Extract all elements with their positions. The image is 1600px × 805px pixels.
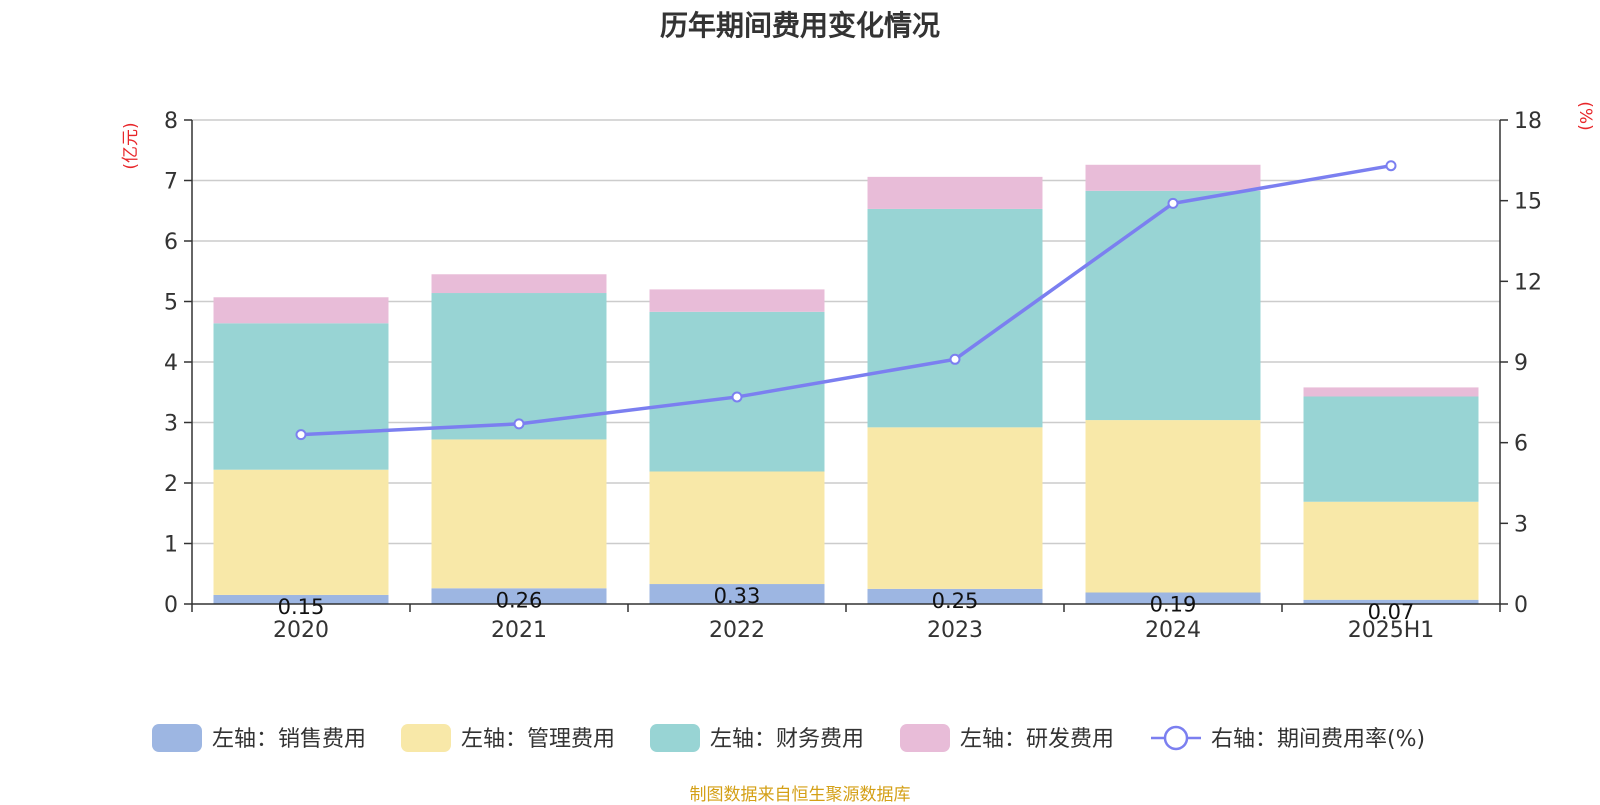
left-axis-tick-label: 6 bbox=[164, 230, 178, 255]
left-axis-tick-label: 2 bbox=[164, 472, 178, 497]
bar-data-label: 0.07 bbox=[1368, 600, 1415, 624]
right-axis-tick-label: 0 bbox=[1514, 593, 1528, 618]
right-axis-unit: (%) bbox=[1575, 101, 1595, 130]
x-axis-tick-label: 2024 bbox=[1145, 618, 1201, 643]
bar-data-label: 0.25 bbox=[932, 589, 979, 613]
bar-segment bbox=[1303, 501, 1479, 600]
bar-segment bbox=[1303, 396, 1479, 502]
bar-segment bbox=[1085, 190, 1261, 421]
legend-swatch bbox=[401, 724, 451, 752]
legend-label: 左轴：销售费用 bbox=[212, 727, 366, 752]
left-axis-tick-label: 4 bbox=[164, 351, 178, 376]
legend-marker bbox=[1163, 725, 1189, 751]
legend-label: 左轴：研发费用 bbox=[960, 727, 1114, 752]
bar-data-label: 0.19 bbox=[1150, 593, 1197, 617]
right-axis-tick-label: 15 bbox=[1514, 190, 1542, 215]
legend: 左轴：销售费用 左轴：管理费用 左轴：财务费用 左轴：研发费用 右轴：期间费用率(%) bbox=[152, 724, 1425, 752]
chart-title: 历年期间费用变化情况 bbox=[659, 9, 940, 42]
bar-segment bbox=[867, 427, 1043, 589]
line-point bbox=[1167, 197, 1179, 209]
bar-segment bbox=[431, 439, 607, 589]
left-axis-tick-label: 8 bbox=[164, 109, 178, 134]
legend-swatch bbox=[152, 724, 202, 752]
bar-segment bbox=[1085, 420, 1261, 593]
x-axis-tick-label: 2022 bbox=[709, 618, 765, 643]
line-point bbox=[513, 418, 525, 430]
bar-segment bbox=[431, 274, 607, 294]
data-labels: 0.15 0.26 0.33 0.25 0.19 0.07 bbox=[278, 584, 1415, 624]
right-axis-tick-label: 6 bbox=[1514, 432, 1528, 457]
legend-label: 右轴：期间费用率(%) bbox=[1211, 727, 1425, 752]
x-axis-tick-label: 2023 bbox=[927, 618, 983, 643]
line-series bbox=[295, 160, 1397, 441]
bar-segment bbox=[213, 469, 389, 595]
bar-data-label: 0.15 bbox=[278, 595, 325, 619]
bar-segment bbox=[649, 584, 825, 604]
x-axis-tick-label: 2025H1 bbox=[1348, 618, 1435, 643]
right-axis-tick-label: 12 bbox=[1514, 270, 1542, 295]
bar-segment bbox=[649, 471, 825, 585]
bar-segment bbox=[431, 588, 607, 604]
legend-swatch bbox=[900, 724, 950, 752]
bar-segment bbox=[213, 323, 389, 470]
bar-segment bbox=[649, 289, 825, 312]
bar-segment bbox=[1085, 592, 1261, 604]
bar-segment bbox=[867, 176, 1043, 209]
line-point bbox=[295, 429, 307, 441]
bar-segment bbox=[867, 208, 1043, 428]
bar-series bbox=[213, 164, 1479, 604]
legend-label: 左轴：管理费用 bbox=[461, 727, 615, 752]
left-axis-unit: (亿元) bbox=[121, 122, 141, 169]
left-axis-tick-label: 1 bbox=[164, 533, 178, 558]
left-axis-tick-label: 5 bbox=[164, 291, 178, 316]
bar-segment bbox=[1085, 164, 1261, 191]
line-point bbox=[1385, 160, 1397, 172]
bar-data-label: 0.33 bbox=[714, 584, 761, 608]
right-axis-tick-label: 3 bbox=[1514, 512, 1528, 537]
x-axis-tick-label: 2021 bbox=[491, 618, 547, 643]
bar-segment bbox=[1303, 387, 1479, 397]
bar-segment bbox=[213, 594, 389, 604]
left-axis-tick-label: 0 bbox=[164, 593, 178, 618]
left-axis-tick-label: 3 bbox=[164, 412, 178, 437]
bar-segment bbox=[1303, 599, 1479, 604]
line-point bbox=[949, 353, 961, 365]
right-axis-tick-label: 18 bbox=[1514, 109, 1542, 134]
bar-data-label: 0.26 bbox=[496, 588, 543, 612]
line-path bbox=[300, 163, 1392, 437]
bar-segment bbox=[867, 588, 1043, 604]
bar-segment bbox=[213, 297, 389, 324]
grid-lines bbox=[192, 119, 1500, 545]
x-axis-tick-label: 2020 bbox=[273, 618, 329, 643]
source-note: 制图数据来自恒生聚源数据库 bbox=[689, 785, 911, 805]
legend-swatch bbox=[650, 724, 700, 752]
line-point bbox=[731, 391, 743, 403]
legend-label: 左轴：财务费用 bbox=[710, 727, 864, 752]
left-axis-tick-label: 7 bbox=[164, 170, 178, 195]
right-axis-tick-label: 9 bbox=[1514, 351, 1528, 376]
